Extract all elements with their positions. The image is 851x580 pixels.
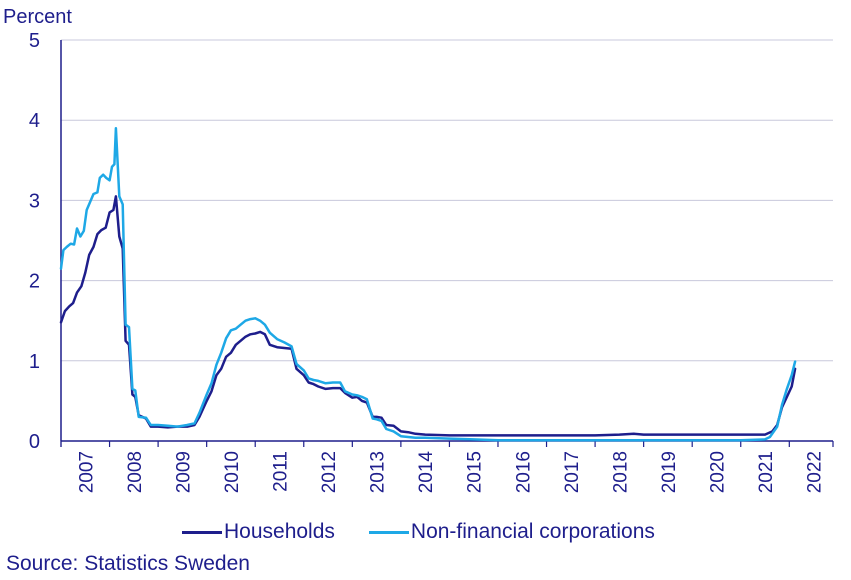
gridlines — [61, 39, 833, 362]
x-tick-label: 2021 — [756, 451, 777, 493]
x-tick-label: 2011 — [270, 451, 291, 492]
x-tick-label: 2014 — [416, 451, 437, 494]
x-tick-label: 2012 — [319, 451, 340, 493]
x-tick-label: 2009 — [173, 451, 194, 493]
y-axis-unit-label: Percent — [3, 6, 72, 28]
y-tick-label: 1 — [29, 351, 40, 373]
x-tick-label: 2013 — [368, 451, 389, 493]
x-tick-label: 2022 — [805, 451, 826, 493]
legend-swatch-households — [182, 530, 222, 534]
x-tick-label: 2020 — [707, 451, 728, 493]
x-tick-label: 2010 — [222, 451, 243, 493]
x-tick-label: 2015 — [465, 451, 486, 493]
x-tick-label: 2017 — [562, 451, 583, 493]
legend-item-corporations: Non-financial corporations — [368, 520, 655, 544]
series-lines — [59, 126, 797, 442]
x-tick-label: 2016 — [513, 451, 534, 493]
axes — [60, 40, 834, 447]
legend-swatch-corporations — [368, 530, 409, 534]
x-tick-label: 2018 — [610, 451, 631, 493]
line-chart: Percent 0 1 2 3 4 5 2007 2008 2009 2010 2011 2012 201… — [3, 6, 834, 493]
y-tick-label: 0 — [29, 431, 40, 453]
legend-item-households: Households — [182, 520, 335, 544]
legend: Households Non-financial corporations — [182, 520, 689, 544]
y-tick-label: 5 — [29, 30, 40, 52]
series-line-non-financial-corporations — [59, 126, 797, 442]
y-tick-label: 2 — [29, 271, 40, 293]
y-tick-label: 3 — [29, 190, 40, 212]
y-tick-label: 4 — [29, 110, 40, 132]
legend-label-households: Households — [224, 520, 335, 543]
source-note: Source: Statistics Sweden — [6, 552, 250, 575]
tick-labels: Percent 0 1 2 3 4 5 2007 2008 2009 2010 2011 2012 201… — [3, 6, 826, 493]
x-tick-label: 2008 — [125, 451, 146, 493]
x-tick-label: 2019 — [659, 451, 680, 493]
series-line-households — [59, 195, 797, 437]
x-tick-label: 2007 — [76, 451, 97, 493]
legend-label-corporations: Non-financial corporations — [410, 520, 655, 543]
